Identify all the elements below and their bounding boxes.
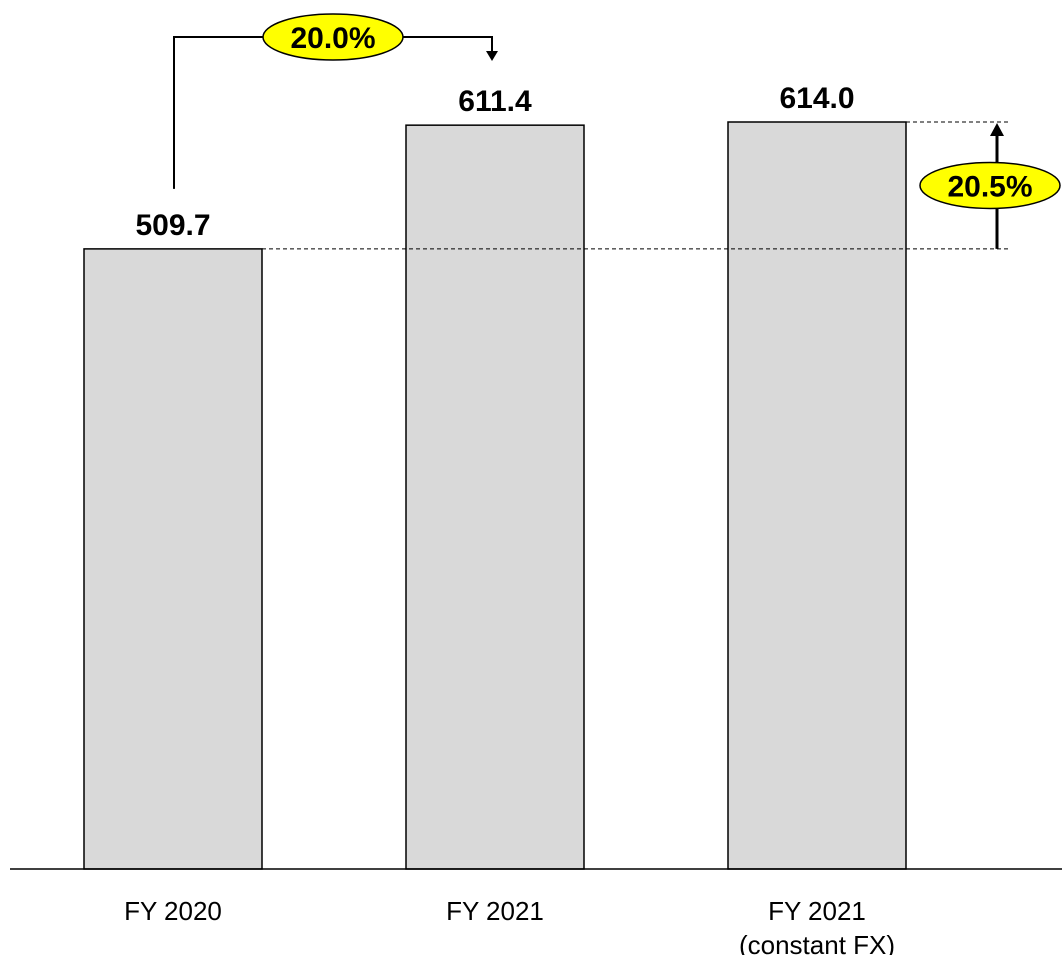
value-labels-group: 509.7 611.4 614.0 — [135, 82, 854, 242]
data-label: 614.0 — [779, 82, 854, 115]
percent-badge-label: 20.0% — [290, 22, 375, 55]
x-tick-label: FY 2021 — [768, 896, 866, 926]
percent-badge-label: 20.5% — [947, 170, 1032, 203]
arrowhead-up-icon — [990, 123, 1004, 136]
data-label: 611.4 — [458, 85, 532, 118]
x-tick-label: FY 2021 — [446, 896, 544, 926]
percent-badge — [262, 13, 404, 61]
data-label: 509.7 — [135, 209, 210, 242]
x-tick-label: FY 2020 — [124, 896, 222, 926]
bar — [727, 121, 907, 870]
percent-badge — [919, 161, 1061, 210]
x-tick-label: (constant FX) — [739, 930, 895, 955]
bar — [83, 248, 263, 870]
bar — [405, 124, 585, 870]
arrowhead-down-icon — [486, 51, 498, 61]
category-labels-group: FY 2020 FY 2021 FY 2021 (constant FX) — [124, 896, 895, 955]
annotations-group: 20.0% 20.5% — [173, 13, 1061, 250]
